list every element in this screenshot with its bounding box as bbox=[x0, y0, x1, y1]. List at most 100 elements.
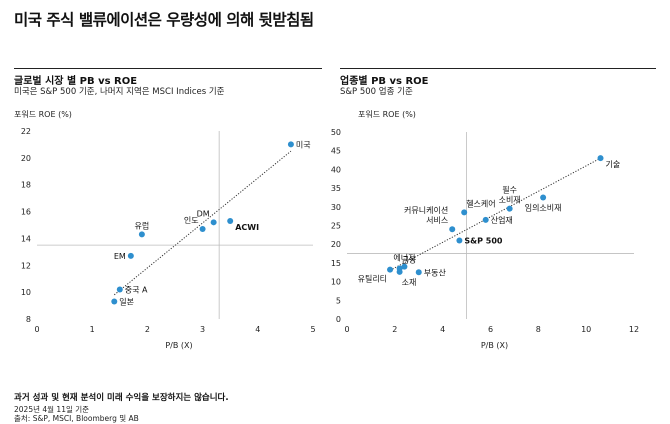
left-point-label-line: 일본 bbox=[119, 298, 134, 307]
right-data-point bbox=[506, 205, 513, 212]
right-point-label-line: 커뮤니케이션 bbox=[404, 205, 448, 215]
left-point-label-line: 중국 A bbox=[125, 285, 148, 294]
left-point-label-line: DM bbox=[197, 209, 210, 218]
right-point-label: 커뮤니케이션 서비스 bbox=[404, 205, 448, 225]
left-x-axis-label: P/B (X) bbox=[165, 341, 192, 350]
left-point-label-line: ACWI bbox=[235, 223, 259, 232]
left-y-tick-label: 16 bbox=[21, 208, 31, 217]
right-x-tick-label: 0 bbox=[344, 325, 349, 334]
right-data-point bbox=[482, 216, 489, 223]
as-of-date: 2025년 4월 11일 기준 bbox=[14, 405, 90, 414]
right-point-label-line: 필수 bbox=[502, 185, 517, 195]
right-y-tick-label: 45 bbox=[331, 147, 341, 156]
right-y-tick-label: 40 bbox=[331, 165, 341, 174]
left-ylabel: 포워드 ROE (%) bbox=[14, 110, 72, 119]
left-y-tick-label: 18 bbox=[21, 181, 31, 190]
left-point-label: DM bbox=[197, 209, 210, 218]
left-y-tick-label: 12 bbox=[21, 261, 31, 270]
right-data-point bbox=[461, 209, 468, 216]
left-y-tick-label: 14 bbox=[21, 234, 31, 243]
right-point-label: 헬스케어 bbox=[466, 198, 495, 208]
right-point-label: 금융 bbox=[402, 256, 417, 265]
left-data-point bbox=[210, 219, 217, 226]
left-point-label: 미국 bbox=[296, 140, 311, 149]
right-point-label: 유틸리티 bbox=[358, 274, 387, 284]
source-note: 출처: S&P, MSCI, Bloomberg 및 AB bbox=[14, 414, 139, 423]
right-data-point bbox=[540, 194, 547, 201]
right-data-point bbox=[597, 155, 604, 162]
right-point-label-line: 유틸리티 bbox=[358, 274, 387, 284]
right-x-tick-label: 12 bbox=[629, 325, 639, 334]
left-panel-rule bbox=[14, 68, 322, 69]
right-point-label: 산업재 bbox=[491, 215, 513, 225]
right-y-tick-label: 10 bbox=[331, 278, 341, 287]
right-point-label-line: 서비스 bbox=[426, 216, 448, 225]
left-panel-title: 글로벌 시장 별 PB vs ROE bbox=[14, 76, 138, 87]
left-x-tick-label: 3 bbox=[200, 325, 205, 334]
right-data-point bbox=[396, 268, 403, 275]
left-point-label: 인도 bbox=[184, 215, 199, 225]
right-x-tick-label: 4 bbox=[440, 325, 445, 334]
right-y-tick-label: 30 bbox=[331, 203, 341, 212]
right-y-tick-label: 35 bbox=[331, 184, 341, 193]
left-y-tick-label: 22 bbox=[21, 127, 31, 136]
right-panel-title: 업종별 PB vs ROE bbox=[340, 76, 429, 87]
right-panel-rule bbox=[340, 68, 656, 69]
left-data-point bbox=[138, 231, 145, 238]
right-point-label: 부동산 bbox=[424, 267, 447, 277]
right-y-tick-label: 50 bbox=[331, 128, 341, 137]
right-point-label: 소재 bbox=[402, 278, 417, 287]
left-data-point bbox=[287, 141, 294, 148]
right-point-label-line: 소비재 bbox=[499, 196, 521, 205]
left-point-label-line: EM bbox=[114, 252, 126, 261]
left-data-point bbox=[127, 252, 134, 259]
right-x-tick-label: 6 bbox=[488, 325, 493, 334]
left-x-tick-label: 4 bbox=[255, 325, 260, 334]
left-y-tick-label: 20 bbox=[21, 154, 31, 163]
right-point-label-line: 기술 bbox=[606, 159, 621, 169]
right-point-label-line: 소재 bbox=[402, 278, 417, 287]
right-point-label: S&P 500 bbox=[464, 236, 503, 245]
right-panel-subtitle: S&P 500 업종 기준 bbox=[340, 87, 413, 97]
right-x-axis-label: P/B (X) bbox=[481, 341, 508, 350]
left-point-label: EM bbox=[114, 252, 126, 261]
right-point-label: 에너지 bbox=[393, 253, 415, 263]
right-point-label-line: S&P 500 bbox=[464, 236, 503, 245]
left-panel-subtitle: 미국은 S&P 500 기준, 나머지 지역은 MSCI Indices 기준 bbox=[14, 87, 225, 97]
left-y-tick-label: 10 bbox=[21, 288, 31, 297]
left-point-label: 유럽 bbox=[135, 221, 150, 230]
right-data-point bbox=[449, 226, 456, 233]
right-point-label-line: 산업재 bbox=[491, 215, 513, 225]
right-x-tick-label: 8 bbox=[536, 325, 541, 334]
left-data-point bbox=[199, 226, 206, 233]
left-point-label-line: 인도 bbox=[184, 215, 199, 225]
right-x-tick-label: 2 bbox=[392, 325, 397, 334]
left-data-point bbox=[227, 217, 234, 224]
right-data-point bbox=[401, 263, 408, 270]
right-data-point bbox=[415, 269, 422, 276]
left-data-point bbox=[111, 298, 118, 305]
left-point-label: ACWI bbox=[235, 223, 259, 232]
right-point-label-line: 헬스케어 bbox=[466, 198, 495, 208]
left-point-label-line: 유럽 bbox=[135, 221, 150, 230]
right-point-label: 기술 bbox=[606, 159, 621, 169]
left-x-tick-label: 0 bbox=[34, 325, 39, 334]
right-y-tick-label: 15 bbox=[331, 259, 341, 268]
right-point-label: 필수 소비재 bbox=[499, 185, 521, 205]
right-point-label-line: 부동산 bbox=[424, 267, 447, 277]
left-x-tick-label: 1 bbox=[90, 325, 95, 334]
left-point-label-line: 미국 bbox=[296, 140, 311, 149]
left-x-tick-label: 2 bbox=[145, 325, 150, 334]
right-point-label-line: 에너지 bbox=[393, 253, 415, 263]
right-trendline bbox=[389, 157, 601, 271]
right-y-tick-label: 20 bbox=[331, 240, 341, 249]
right-y-tick-label: 25 bbox=[331, 222, 341, 231]
right-y-tick-label: 0 bbox=[336, 315, 341, 324]
left-data-point bbox=[116, 286, 123, 293]
right-data-point bbox=[456, 237, 463, 244]
right-point-label-line: 금융 bbox=[402, 256, 417, 265]
right-point-label: 임의소비재 bbox=[525, 202, 562, 212]
left-point-label: 중국 A bbox=[125, 285, 148, 294]
page-title: 미국 주식 밸류에이션은 우량성에 의해 뒷받침됨 bbox=[14, 11, 314, 29]
